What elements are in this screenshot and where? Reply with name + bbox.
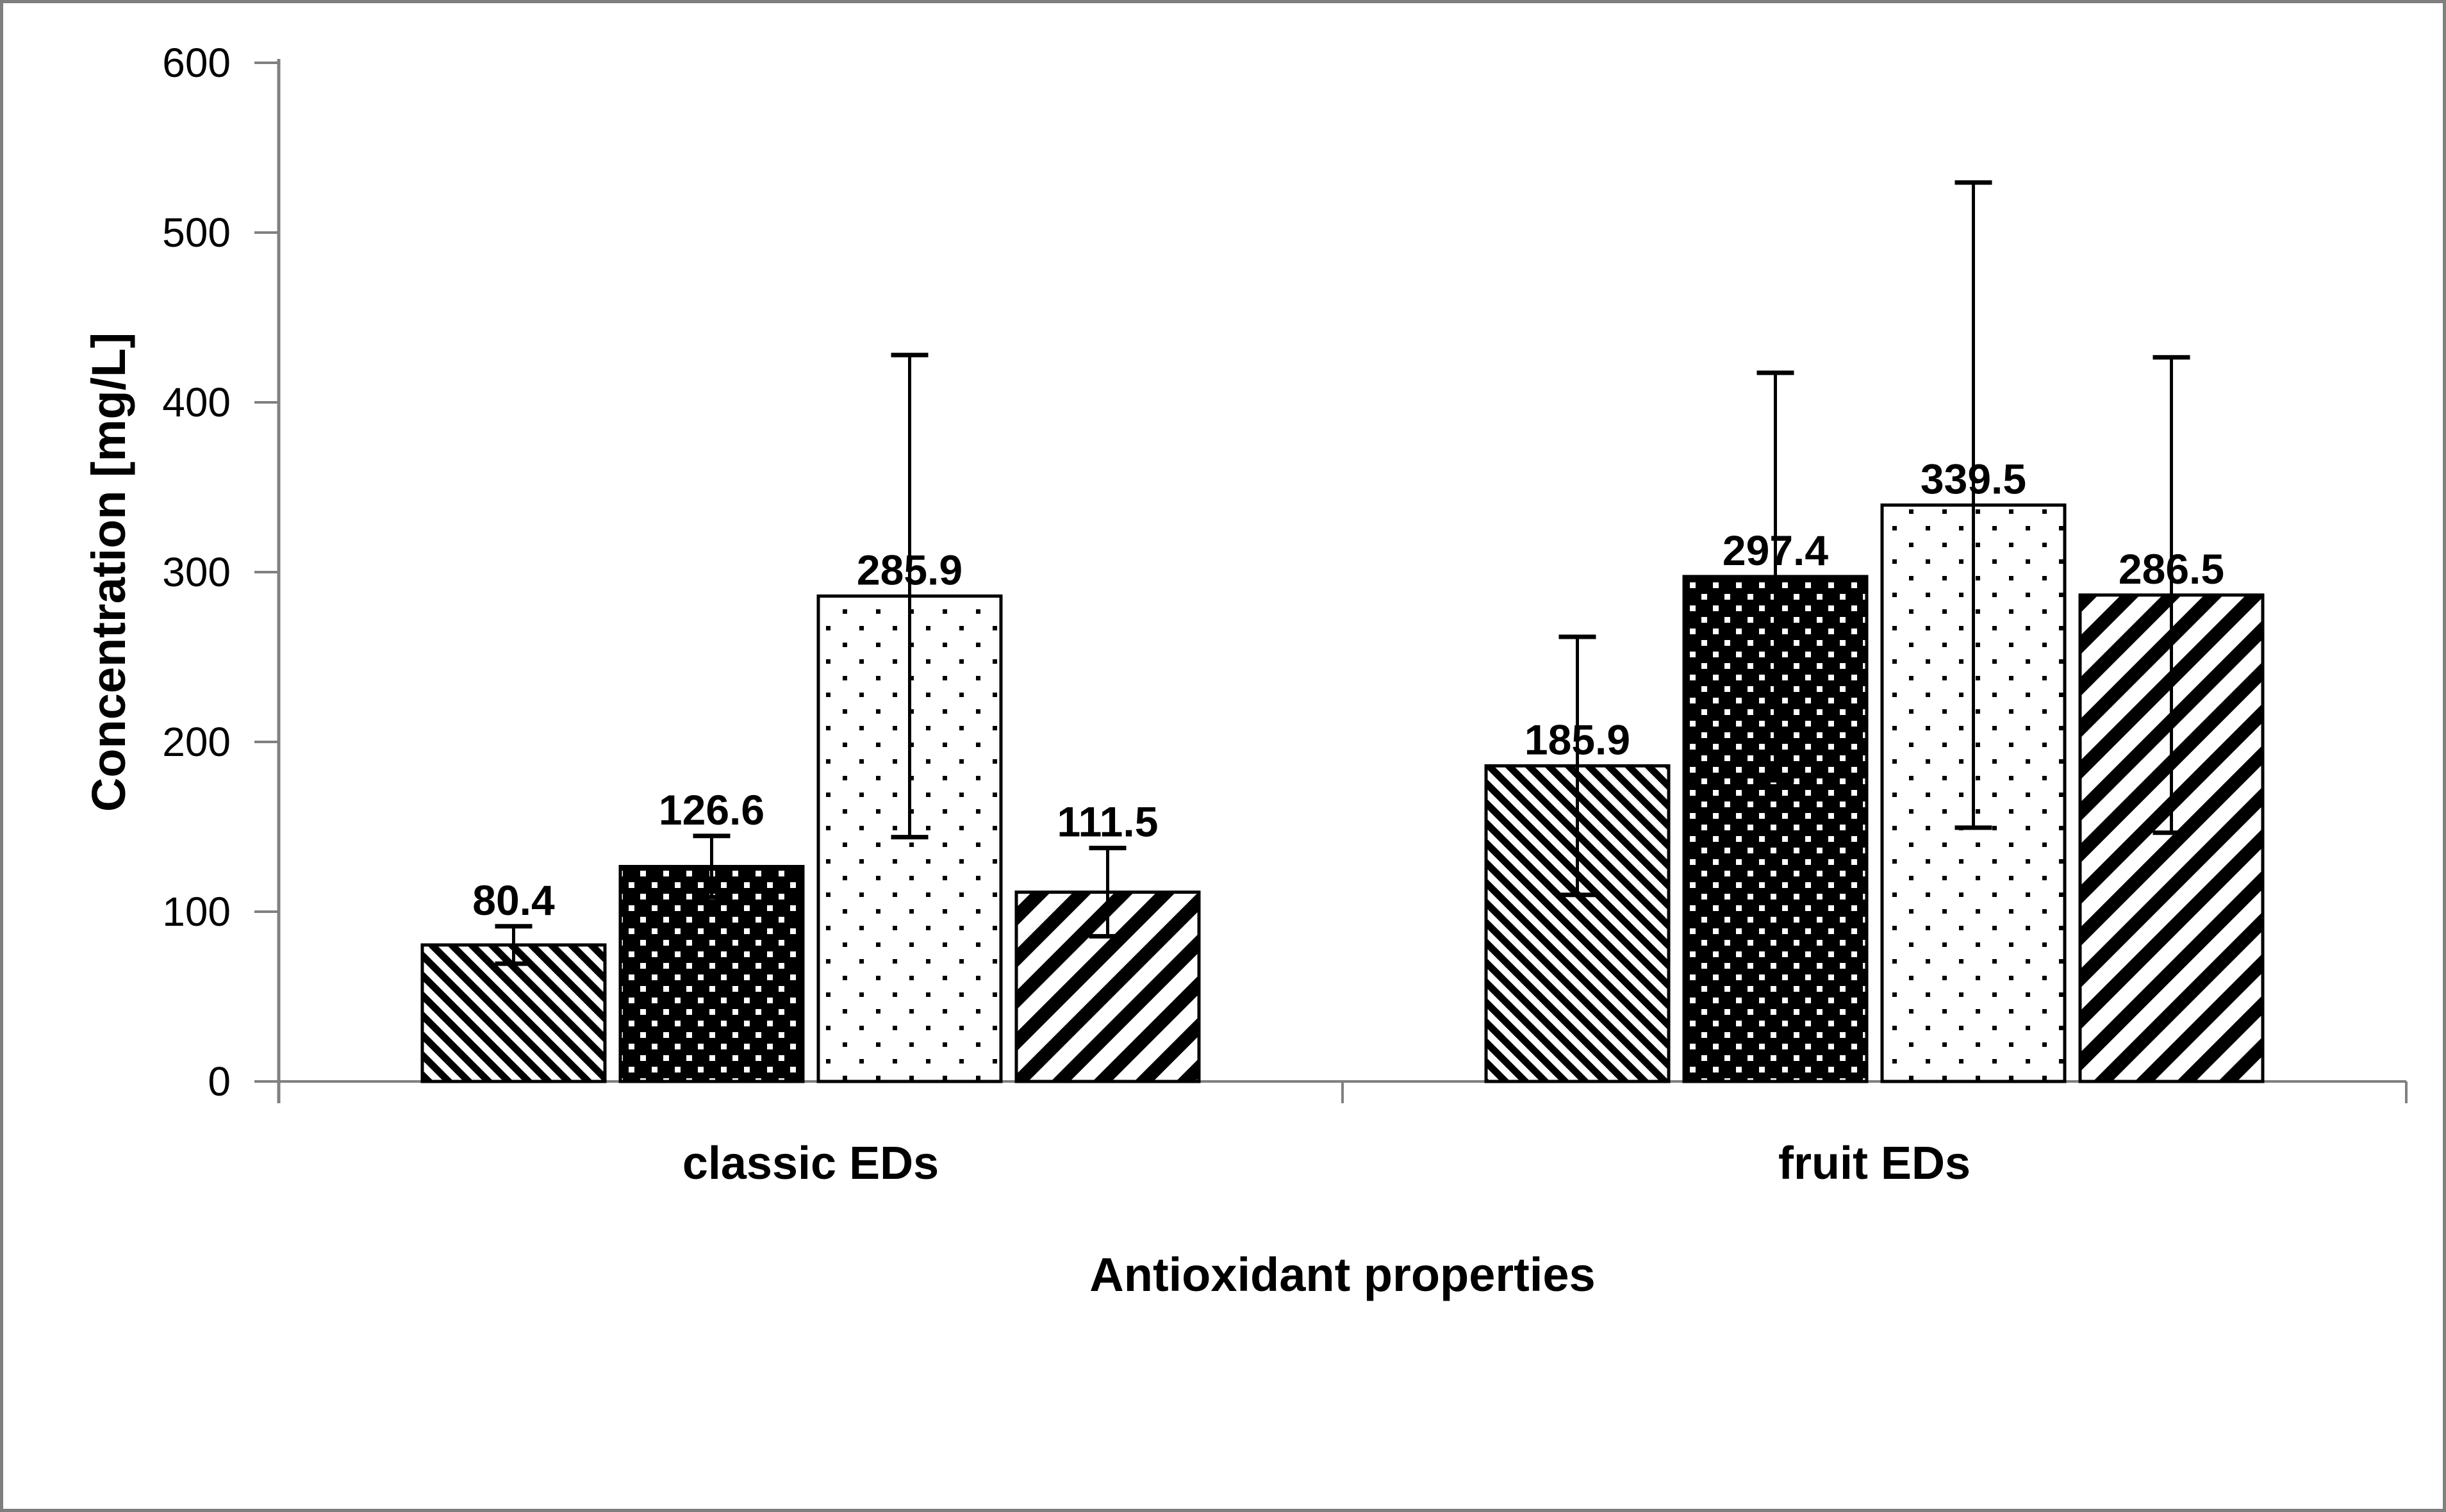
axes: 0 100 200 300 400 500 600	[162, 40, 2408, 1105]
value-labels: 80.4 126.6 285.9 111.5 185.9 297.4 339.5 286.5	[472, 455, 2224, 923]
category-label-fruit-EDs: fruit EDs	[1778, 1138, 1971, 1189]
value-label-classic-EDs-ABTS: 126.6	[659, 786, 764, 834]
y-tick-label-100: 100	[162, 889, 231, 935]
category-labels: classic EDs fruit EDs	[682, 1138, 1971, 1189]
y-tick-label-200: 200	[162, 719, 231, 765]
value-label-fruit-EDs-ABTS: 297.4	[1723, 527, 1828, 574]
value-label-classic-EDs-Vit-C: 111.5	[1057, 798, 1159, 846]
y-tick-label-500: 500	[162, 210, 231, 256]
category-label-classic-EDs: classic EDs	[682, 1138, 939, 1189]
value-label-fruit-EDs-DPPH: 185.9	[1525, 716, 1630, 763]
error-bars	[495, 180, 2190, 966]
bar-classic-EDs-DPPH	[420, 943, 607, 1083]
x-axis-title: Antioxidant properties	[1089, 1248, 1595, 1301]
value-label-classic-EDs-TP: 285.9	[857, 546, 963, 593]
value-label-classic-EDs-DPPH: 80.4	[472, 876, 555, 924]
bar-classic-EDs-ABTS	[618, 865, 805, 1083]
y-tick-label-300: 300	[162, 549, 231, 595]
y-axis-title: Concentration [mg/L]	[82, 333, 135, 812]
y-tick-label-0: 0	[208, 1058, 231, 1105]
value-label-fruit-EDs-TP: 339.5	[1921, 455, 2026, 502]
value-label-fruit-EDs-Vit-C: 286.5	[2119, 545, 2224, 593]
y-tick-label-600: 600	[162, 40, 231, 86]
bar-chart-canvas: 0 100 200 300 400 500 600 80.4 126.6 285.9 111.5 1…	[82, 40, 2408, 1301]
y-tick-label-400: 400	[162, 379, 231, 425]
